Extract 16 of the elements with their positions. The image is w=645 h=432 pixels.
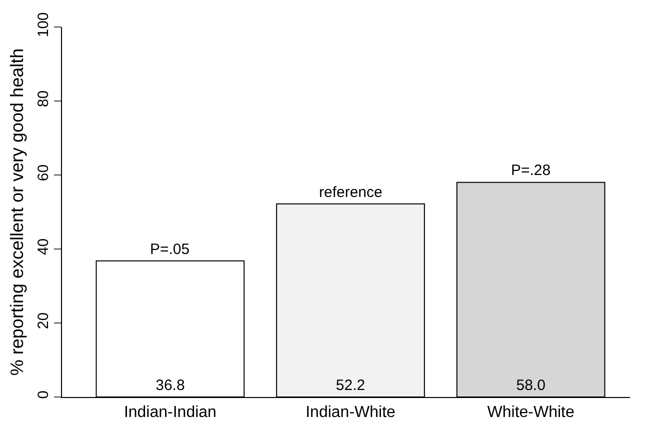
- annotation: P=.05: [150, 241, 190, 258]
- y-tick-label: 0: [35, 390, 52, 399]
- x-tick-label: Indian-Indian: [124, 404, 216, 422]
- data-label: 36.8: [156, 377, 185, 394]
- y-tick-label: 80: [35, 90, 52, 108]
- x-tick-label: Indian-White: [306, 404, 396, 422]
- annotation: P=.28: [511, 162, 551, 179]
- data-label: 52.2: [336, 377, 366, 394]
- y-tick-label: 60: [35, 164, 52, 182]
- y-tick-label: 20: [35, 312, 52, 330]
- x-tick-label: White-White: [487, 404, 574, 422]
- y-tick-label: 40: [35, 238, 52, 256]
- annotation: reference: [319, 184, 382, 201]
- data-label: 58.0: [516, 377, 546, 394]
- y-axis-title: % reporting excellent or very good health: [7, 48, 28, 376]
- y-tick-label: 100: [35, 12, 52, 38]
